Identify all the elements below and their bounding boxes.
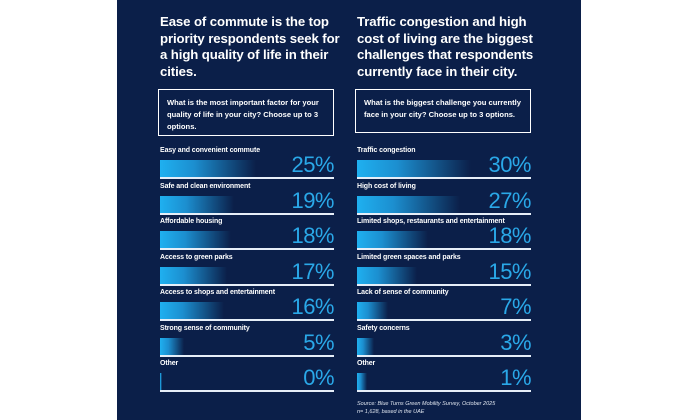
source-note: Source: Blue Turns Green Mobility Survey… — [357, 400, 495, 416]
bar-row: Access to shops and entertainment 16% — [160, 289, 334, 325]
bar — [160, 337, 184, 355]
right-question-box: What is the biggest challenge you curren… — [355, 89, 531, 133]
bar — [160, 195, 235, 213]
bar — [160, 302, 224, 319]
bar-row: High cost of living 27% — [357, 183, 531, 219]
bar-label: Other — [160, 360, 179, 367]
bar-baseline — [357, 390, 531, 392]
bar-label: Affordable housing — [160, 218, 223, 225]
bar — [357, 231, 428, 248]
sample-size-line: n= 1,628, based in the UAE — [357, 409, 425, 415]
bar-baseline — [357, 177, 531, 179]
bar-value-label: 5% — [303, 329, 334, 355]
bar-baseline — [160, 177, 334, 179]
bar-value-label: 3% — [500, 329, 531, 355]
bar-label: Easy and convenient commute — [160, 147, 260, 154]
bar — [160, 231, 231, 248]
bar-value-label: 19% — [291, 187, 334, 213]
bar-label: Other — [357, 360, 376, 367]
bar-label: Access to green parks — [160, 253, 233, 261]
bar-row: Safe and clean environment 19% — [160, 183, 334, 219]
bar-value-label: 30% — [488, 152, 531, 177]
bar-row: Lack of sense of community 7% — [357, 289, 531, 325]
bar-baseline — [160, 212, 334, 215]
bar-baseline — [357, 212, 531, 215]
bar-baseline — [160, 390, 334, 392]
source-line: Source: Blue Turns Green Mobility Survey… — [357, 401, 496, 407]
bar-baseline — [160, 354, 334, 357]
bar — [160, 266, 228, 284]
bar-value-label: 18% — [291, 223, 334, 248]
bar-baseline — [357, 283, 531, 286]
bar — [357, 160, 471, 177]
bar-value-label: 7% — [500, 294, 531, 319]
bar-row: Traffic congestion 30% — [357, 147, 531, 183]
bar-baseline — [357, 354, 531, 357]
right-headline: Traffic congestion and high cost of livi… — [357, 14, 534, 79]
bar-row: Other 0% — [160, 360, 334, 396]
bar-row: Access to green parks 17% — [160, 254, 334, 290]
bar-baseline — [357, 319, 531, 321]
bar-label: High cost of living — [357, 182, 416, 190]
left-question-box: What is the most important factor for yo… — [158, 89, 334, 136]
bar — [357, 195, 461, 213]
bar — [357, 302, 389, 319]
bar-row: Limited shops, restaurants and entertain… — [357, 218, 531, 254]
bar-value-label: 27% — [488, 187, 531, 213]
bar-row: Easy and convenient commute 25% — [160, 147, 334, 183]
bar — [160, 373, 162, 390]
bar-label: Limited shops, restaurants and entertain… — [357, 218, 505, 225]
bar-label: Traffic congestion — [357, 147, 416, 154]
bar-baseline — [160, 319, 334, 321]
bar-value-label: 16% — [291, 294, 334, 319]
bar-label: Safety concerns — [357, 324, 410, 332]
bar-label: Limited green spaces and parks — [357, 253, 461, 261]
bar-value-label: 15% — [488, 258, 531, 284]
bar-baseline — [160, 283, 334, 286]
bar-baseline — [357, 248, 531, 250]
bar-row: Limited green spaces and parks 15% — [357, 254, 531, 290]
left-headline: Ease of commute is the top priority resp… — [160, 14, 340, 79]
bar-value-label: 1% — [500, 365, 531, 390]
bar-label: Lack of sense of community — [357, 289, 449, 296]
bar — [160, 160, 256, 177]
bar — [357, 337, 374, 355]
bar-value-label: 18% — [488, 223, 531, 248]
bar-row: Safety concerns 3% — [357, 325, 531, 361]
bar-value-label: 17% — [291, 258, 334, 284]
bar-baseline — [160, 248, 334, 250]
bar-row: Affordable housing 18% — [160, 218, 334, 254]
bar-label: Strong sense of community — [160, 324, 250, 332]
bar — [357, 373, 367, 390]
bar-row: Other 1% — [357, 360, 531, 396]
bar-value-label: 0% — [303, 365, 334, 390]
bar-value-label: 25% — [291, 152, 334, 177]
bar — [357, 266, 417, 284]
bar-row: Strong sense of community 5% — [160, 325, 334, 361]
bar-label: Access to shops and entertainment — [160, 289, 275, 296]
bar-label: Safe and clean environment — [160, 182, 251, 190]
